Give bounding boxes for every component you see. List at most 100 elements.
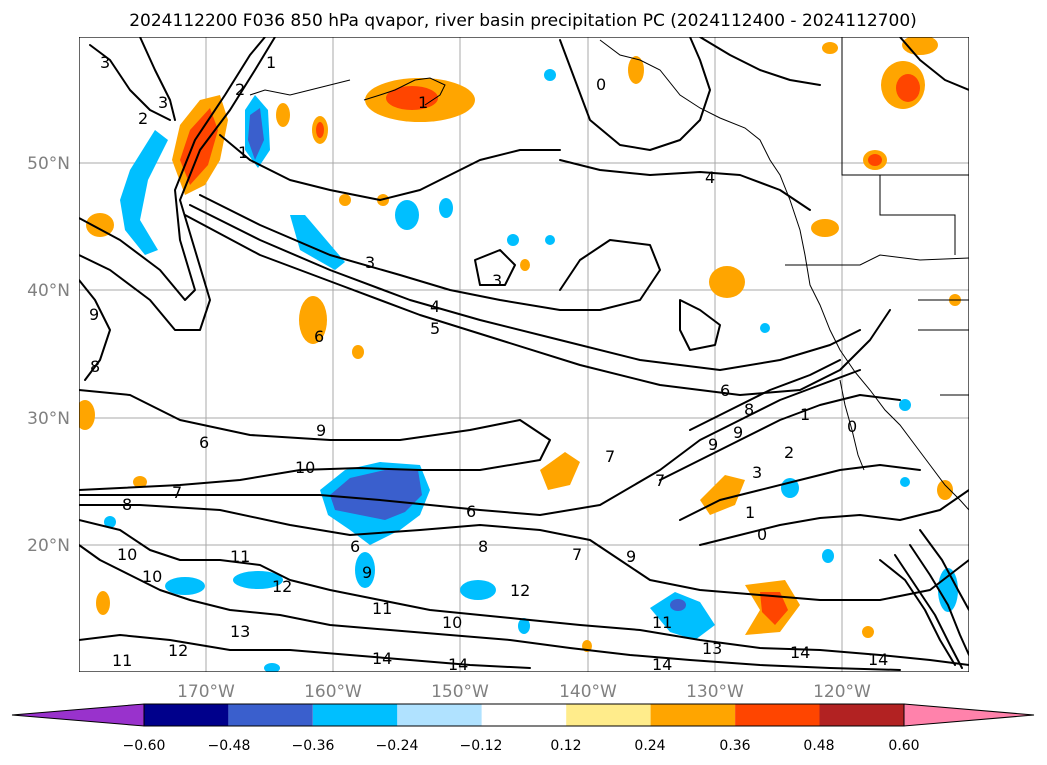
- contour-label: 8: [90, 357, 100, 376]
- lat-label: 30°N: [27, 409, 70, 429]
- colorbar-segment: [566, 704, 651, 726]
- lon-label: 120°W: [813, 682, 871, 702]
- lon-label: 140°W: [559, 682, 617, 702]
- contour-label: 6: [350, 537, 360, 556]
- contour-label: 5: [430, 319, 440, 338]
- contour-label: 0: [847, 417, 857, 436]
- contour-label: 9: [708, 435, 718, 454]
- colorbar-tick-label: 0.48: [803, 738, 834, 754]
- contour-label: 10: [142, 567, 162, 586]
- colorbar-segment: [481, 704, 567, 726]
- colorbar-extend-high: [903, 703, 1035, 727]
- contour-label: 3: [100, 53, 110, 72]
- colorbar-tick-label: −0.12: [460, 738, 503, 754]
- longitude-labels: 170°W 160°W 150°W 140°W 130°W 120°W: [177, 682, 871, 702]
- contour-label: 3: [492, 271, 502, 290]
- contour-label: 2: [138, 109, 148, 128]
- contour-label: 14: [448, 655, 468, 674]
- negative-precip-anomalies: [104, 69, 958, 672]
- contour-label: 10: [295, 458, 315, 477]
- contour-label: 7: [572, 545, 582, 564]
- contour-label: 4: [705, 168, 715, 187]
- colorbar-tick-label: −0.60: [123, 738, 166, 754]
- contour-label: 6: [720, 381, 730, 400]
- lon-label: 160°W: [304, 682, 362, 702]
- contour-label: 1: [745, 503, 755, 522]
- colorbar-tick-labels: −0.60 −0.48 −0.36 −0.24 −0.12 0.12 0.24 …: [123, 738, 920, 754]
- colorbar-segment: [650, 704, 735, 726]
- colorbar-extend-low: [11, 703, 145, 727]
- lon-label: 150°W: [431, 682, 489, 702]
- map-gridlines: [79, 37, 969, 672]
- colorbar-tick-label: 0.60: [888, 738, 919, 754]
- colorbar-segment: [312, 704, 398, 726]
- contour-label: 6: [314, 327, 324, 346]
- contour-label: 9: [362, 563, 372, 582]
- colorbar-segment: [144, 704, 229, 726]
- contour-label: 14: [868, 650, 888, 669]
- colorbar-segment: [819, 704, 904, 726]
- colorbar-tick-label: −0.36: [292, 738, 335, 754]
- latitude-labels: 50°N 40°N 30°N 20°N: [27, 154, 70, 556]
- colorbar-segment: [397, 704, 482, 726]
- contour-label: 2: [784, 443, 794, 462]
- contour-label: 13: [230, 622, 250, 641]
- contour-label: 14: [652, 655, 672, 674]
- lat-label: 50°N: [27, 154, 70, 174]
- contour-label: 8: [122, 495, 132, 514]
- contour-label: 8: [744, 400, 754, 419]
- contour-label: 0: [757, 525, 767, 544]
- qvapor-contours: [79, 37, 969, 671]
- contour-label: 0: [596, 75, 606, 94]
- contour-label: 11: [372, 599, 392, 618]
- contour-label: 11: [112, 651, 132, 670]
- positive-precip-anomalies: [79, 37, 961, 652]
- contour-label: 10: [117, 545, 137, 564]
- contour-label: 6: [466, 502, 476, 521]
- contour-label: 1: [238, 143, 248, 162]
- colorbar-tick-label: −0.24: [376, 738, 419, 754]
- contour-label: 6: [199, 433, 209, 452]
- contour-label: 2: [235, 80, 245, 99]
- contour-label: 9: [316, 421, 326, 440]
- contour-label: 10: [442, 613, 462, 632]
- contour-label: 1: [800, 405, 810, 424]
- lon-label: 170°W: [177, 682, 235, 702]
- contour-label: 12: [168, 641, 188, 660]
- contour-label: 8: [478, 537, 488, 556]
- lon-label: 130°W: [686, 682, 744, 702]
- contour-label: 9: [626, 547, 636, 566]
- colorbar-outline: [143, 703, 905, 727]
- contour-label: 13: [702, 639, 722, 658]
- contour-label: 9: [733, 423, 743, 442]
- lat-label: 20°N: [27, 536, 70, 556]
- colorbar-segment: [228, 704, 313, 726]
- lat-label: 40°N: [27, 281, 70, 301]
- contour-label: 11: [230, 547, 250, 566]
- contour-label: 1: [266, 53, 276, 72]
- contour-label: 3: [365, 253, 375, 272]
- colorbar-tick-label: −0.48: [208, 738, 251, 754]
- contour-label: 1: [418, 93, 428, 112]
- colorbar: [11, 703, 1035, 727]
- map-panel: 3 2 3 1 2 1 0 1 4 3 3 4 5 6 9 8 6 9 10 8…: [79, 37, 969, 674]
- contour-label: 3: [752, 463, 762, 482]
- contour-label: 11: [652, 613, 672, 632]
- coastlines: [249, 37, 969, 511]
- contour-labels: 3 2 3 1 2 1 0 1 4 3 3 4 5 6 9 8 6 9 10 8…: [89, 53, 888, 674]
- colorbar-tick-label: 0.12: [550, 738, 581, 754]
- contour-label: 3: [158, 93, 168, 112]
- map-title: 2024112200 F036 850 hPa qvapor, river ba…: [129, 11, 917, 31]
- contour-label: 14: [790, 643, 810, 662]
- contour-label: 12: [510, 581, 530, 600]
- contour-label: 12: [272, 577, 292, 596]
- contour-label: 7: [172, 483, 182, 502]
- colorbar-tick-label: 0.36: [719, 738, 750, 754]
- colorbar-segment: [735, 704, 820, 726]
- contour-label: 14: [372, 649, 392, 668]
- colorbar-tick-label: 0.24: [634, 738, 665, 754]
- contour-label: 4: [430, 297, 440, 316]
- contour-label: 7: [605, 447, 615, 466]
- contour-label: 7: [655, 471, 665, 490]
